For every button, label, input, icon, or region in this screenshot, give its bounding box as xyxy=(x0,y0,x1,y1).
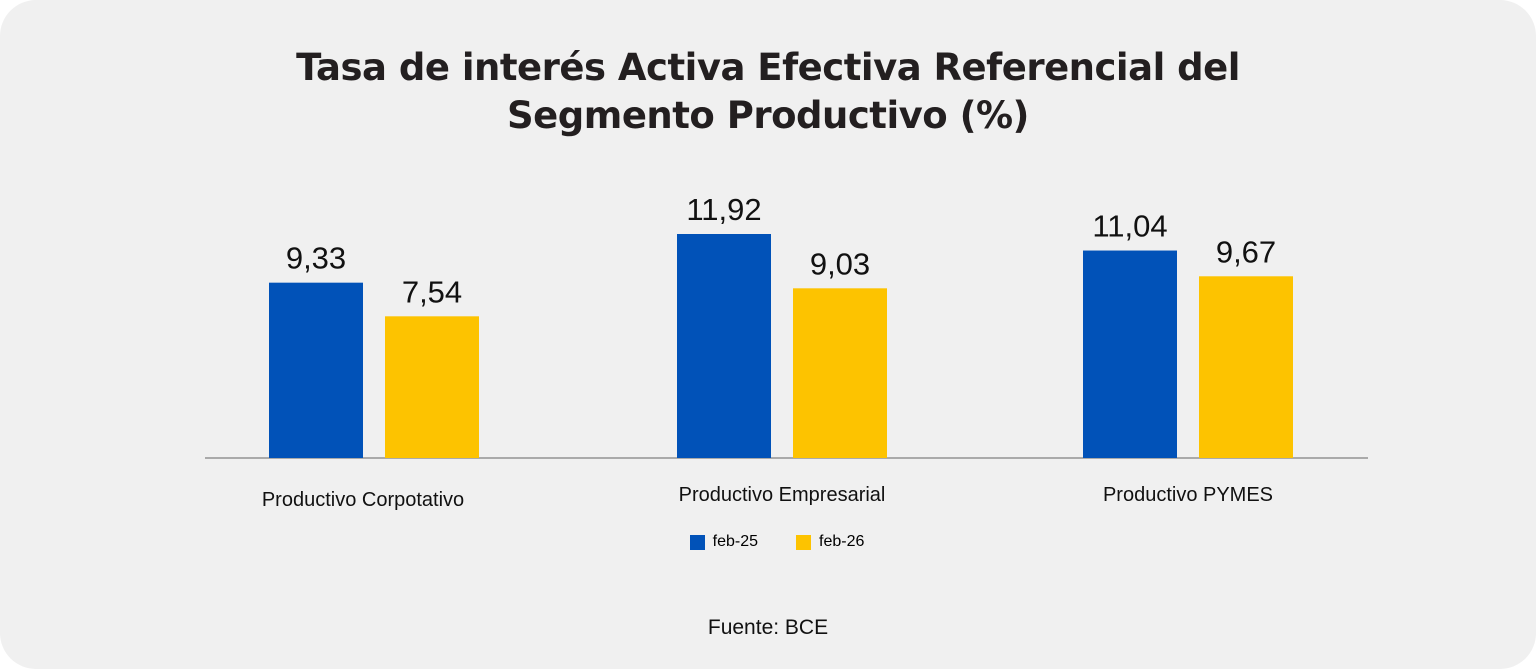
source-note: Fuente: BCE xyxy=(707,616,829,639)
category-label-3: Productivo PYMES xyxy=(1103,484,1273,506)
chart-title: Tasa de interés Activa Efectiva Referenc… xyxy=(0,44,1536,140)
category-label-1: Productivo Corpotativo xyxy=(262,489,464,511)
legend-label-feb-26: feb-26 xyxy=(819,533,865,550)
data-label-feb-26-1: 7,54 xyxy=(402,274,462,309)
data-label-feb-25-3: 11,04 xyxy=(1092,209,1167,244)
legend-swatch-feb-26 xyxy=(796,534,811,550)
bar-feb-26-2 xyxy=(793,288,887,458)
bar-feb-26-3 xyxy=(1199,276,1293,458)
data-label-feb-25-1: 9,33 xyxy=(286,241,346,276)
legend-label-feb-25: feb-25 xyxy=(712,533,758,550)
bar-feb-25-1 xyxy=(269,282,363,458)
bar-feb-26-1 xyxy=(385,316,479,458)
legend-item-feb-25: feb-25 xyxy=(689,533,758,551)
legend-swatch-feb-25 xyxy=(689,534,705,550)
chart-title-line-2: Segmento Productivo (%) xyxy=(507,94,1029,137)
chart-title-line-1: Tasa de interés Activa Efectiva Referenc… xyxy=(296,46,1240,89)
category-label-2: Productivo Empresarial xyxy=(679,484,886,506)
chart-legend: feb-25 feb-26 xyxy=(0,533,1536,551)
data-label-feb-26-2: 9,03 xyxy=(810,246,870,281)
data-label-feb-26-3: 9,67 xyxy=(1216,234,1276,269)
bar-feb-25-2 xyxy=(677,234,771,458)
legend-item-feb-26: feb-26 xyxy=(796,533,864,551)
data-label-feb-25-2: 11,92 xyxy=(686,192,761,227)
bar-feb-25-3 xyxy=(1083,250,1177,458)
